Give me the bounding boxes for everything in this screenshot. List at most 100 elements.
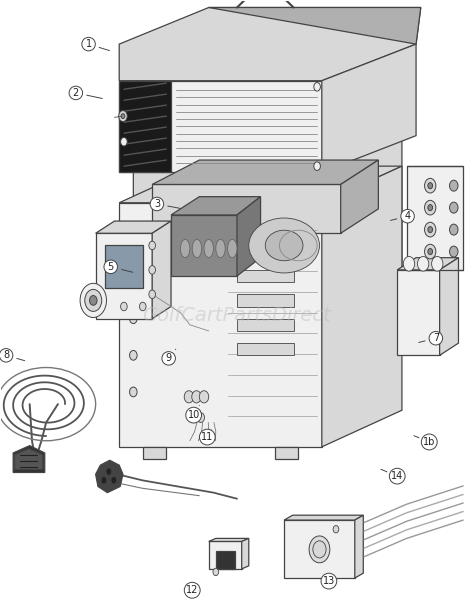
Circle shape <box>432 256 443 271</box>
Circle shape <box>129 387 137 397</box>
Polygon shape <box>341 160 378 234</box>
Polygon shape <box>209 538 249 541</box>
Circle shape <box>90 295 97 305</box>
Circle shape <box>449 180 458 191</box>
Polygon shape <box>355 515 363 578</box>
Circle shape <box>118 110 127 121</box>
Circle shape <box>129 314 137 324</box>
Circle shape <box>428 248 433 254</box>
Circle shape <box>80 283 107 318</box>
Polygon shape <box>284 515 363 520</box>
Circle shape <box>106 468 112 475</box>
Polygon shape <box>242 538 249 569</box>
Circle shape <box>314 162 320 170</box>
Polygon shape <box>237 270 293 282</box>
Polygon shape <box>237 197 261 276</box>
Circle shape <box>403 256 415 271</box>
Circle shape <box>449 224 458 235</box>
Text: 14: 14 <box>391 471 403 481</box>
Polygon shape <box>96 460 123 493</box>
Circle shape <box>428 205 433 211</box>
Circle shape <box>313 541 326 558</box>
Text: 1b: 1b <box>423 437 436 447</box>
Circle shape <box>213 568 219 576</box>
Polygon shape <box>96 221 171 234</box>
Circle shape <box>309 536 330 563</box>
Polygon shape <box>439 257 458 356</box>
Polygon shape <box>143 447 166 459</box>
Polygon shape <box>209 541 242 569</box>
Polygon shape <box>119 166 402 203</box>
Polygon shape <box>152 185 341 234</box>
Polygon shape <box>13 446 45 473</box>
Text: 3: 3 <box>154 199 160 209</box>
Polygon shape <box>407 166 463 270</box>
Circle shape <box>111 476 117 484</box>
Polygon shape <box>119 7 421 81</box>
Circle shape <box>120 302 127 311</box>
Circle shape <box>149 241 155 249</box>
Circle shape <box>425 178 436 193</box>
Circle shape <box>129 277 137 287</box>
Polygon shape <box>152 160 378 185</box>
Polygon shape <box>119 203 322 447</box>
Circle shape <box>101 477 107 484</box>
Text: 11: 11 <box>201 432 213 442</box>
Polygon shape <box>209 7 421 44</box>
Text: 7: 7 <box>433 333 439 343</box>
Ellipse shape <box>249 218 319 273</box>
Circle shape <box>121 113 125 118</box>
Circle shape <box>149 290 155 299</box>
Circle shape <box>197 413 204 422</box>
Polygon shape <box>119 81 322 172</box>
Polygon shape <box>152 221 171 319</box>
Polygon shape <box>237 294 293 306</box>
Polygon shape <box>397 257 458 270</box>
Circle shape <box>85 289 102 311</box>
Text: 9: 9 <box>165 353 172 364</box>
Text: 4: 4 <box>404 211 410 221</box>
Ellipse shape <box>228 239 237 257</box>
Polygon shape <box>171 197 261 215</box>
Circle shape <box>189 413 196 422</box>
Circle shape <box>425 223 436 237</box>
Polygon shape <box>275 447 298 459</box>
Circle shape <box>449 202 458 213</box>
Polygon shape <box>284 520 355 578</box>
Text: 8: 8 <box>3 350 9 360</box>
Circle shape <box>428 183 433 189</box>
Text: 2: 2 <box>73 88 79 98</box>
Polygon shape <box>133 135 402 306</box>
Polygon shape <box>216 550 235 569</box>
Polygon shape <box>15 449 43 470</box>
Polygon shape <box>237 319 293 331</box>
Polygon shape <box>96 234 152 319</box>
Circle shape <box>129 240 137 250</box>
Circle shape <box>425 200 436 215</box>
Polygon shape <box>237 343 293 356</box>
Circle shape <box>139 302 146 311</box>
Ellipse shape <box>192 239 201 257</box>
Polygon shape <box>322 166 402 447</box>
Circle shape <box>149 265 155 274</box>
Text: GolfCartPartsDirect: GolfCartPartsDirect <box>143 306 331 325</box>
Circle shape <box>333 525 339 533</box>
Text: 1: 1 <box>85 39 91 49</box>
Circle shape <box>449 246 458 257</box>
Circle shape <box>314 83 320 91</box>
Text: 5: 5 <box>108 262 114 272</box>
Text: 12: 12 <box>186 585 199 595</box>
Circle shape <box>120 137 127 146</box>
Circle shape <box>425 244 436 259</box>
Circle shape <box>192 390 201 403</box>
Ellipse shape <box>265 230 303 261</box>
Circle shape <box>184 390 194 403</box>
Circle shape <box>418 256 429 271</box>
Polygon shape <box>171 215 237 276</box>
Polygon shape <box>119 81 171 172</box>
Circle shape <box>428 227 433 233</box>
Ellipse shape <box>216 239 225 257</box>
Ellipse shape <box>204 239 213 257</box>
Ellipse shape <box>181 239 190 257</box>
Polygon shape <box>322 44 416 172</box>
